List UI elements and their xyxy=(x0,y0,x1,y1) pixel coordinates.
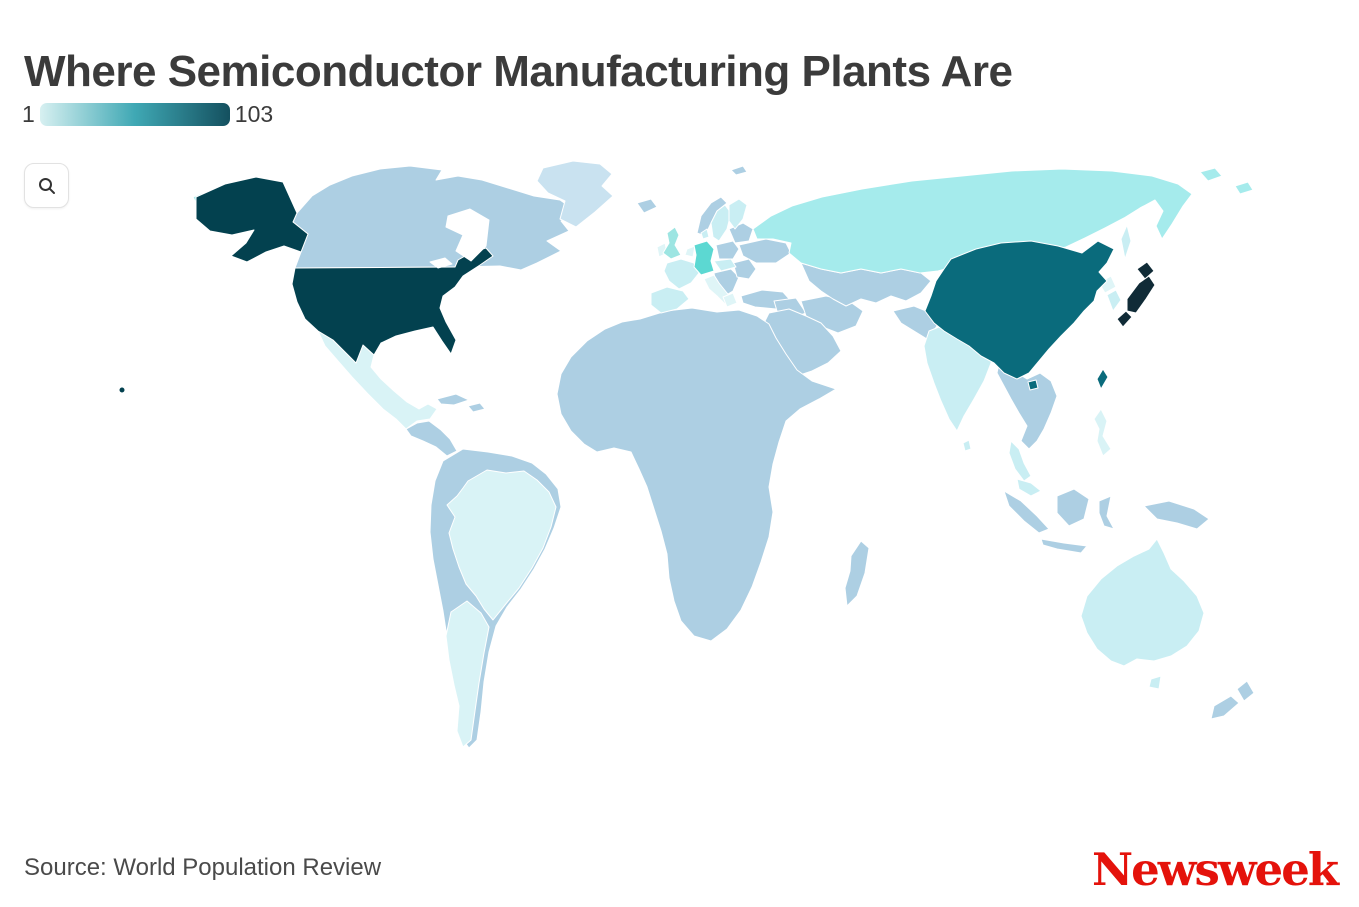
color-legend: 1 103 xyxy=(22,101,273,128)
country-canada[interactable] xyxy=(292,165,578,271)
island-honshu[interactable] xyxy=(1126,275,1156,314)
country-cuba[interactable] xyxy=(436,393,470,406)
water-overlays xyxy=(429,208,490,269)
legend-gradient-bar xyxy=(39,103,230,126)
region-central-america[interactable] xyxy=(405,420,458,457)
state-hawaii[interactable] xyxy=(118,386,126,394)
continent-africa[interactable] xyxy=(556,307,837,642)
island-hokkaido[interactable] xyxy=(1136,261,1155,280)
island-borneo[interactable] xyxy=(1056,488,1090,527)
great-lakes-water xyxy=(429,257,453,269)
island-sakhalin[interactable] xyxy=(1120,224,1132,260)
countries-greenland-group[interactable] xyxy=(536,160,614,228)
countries-china-group[interactable] xyxy=(924,240,1115,391)
country-france[interactable] xyxy=(663,258,700,290)
country-china[interactable] xyxy=(924,240,1115,380)
state-alaska[interactable] xyxy=(195,176,309,263)
country-new-zealand-north[interactable] xyxy=(1236,680,1255,702)
country-greenland[interactable] xyxy=(536,160,614,228)
page-title: Where Semiconductor Manufacturing Plants… xyxy=(24,47,1013,97)
island-sumatra[interactable] xyxy=(1003,490,1050,534)
country-ukraine[interactable] xyxy=(738,238,792,264)
countries-usa-group[interactable] xyxy=(118,176,494,394)
country-argentina[interactable] xyxy=(445,600,490,748)
countries-russia-group[interactable] xyxy=(192,167,1254,274)
island-hainan[interactable] xyxy=(1027,379,1039,391)
country-romania-bulgaria[interactable] xyxy=(732,258,757,280)
country-new-zealand-south[interactable] xyxy=(1210,695,1240,720)
island-tasmania[interactable] xyxy=(1148,675,1162,690)
country-germany[interactable] xyxy=(693,240,715,276)
countries-germany-group[interactable] xyxy=(693,240,715,276)
island-java[interactable] xyxy=(1040,538,1088,554)
legend-max-label: 103 xyxy=(234,101,274,127)
source-note: Source: World Population Review xyxy=(24,854,382,881)
island-new-guinea[interactable] xyxy=(1143,500,1210,530)
country-united-kingdom[interactable] xyxy=(662,226,682,260)
country-usa-mainland[interactable] xyxy=(291,247,494,364)
country-denmark[interactable] xyxy=(700,228,710,240)
country-benelux[interactable] xyxy=(684,245,696,258)
countries-japan-group[interactable] xyxy=(1116,261,1156,328)
country-malaysia[interactable] xyxy=(1016,478,1042,497)
newsweek-logo[interactable]: Newsweek xyxy=(1091,843,1339,896)
country-russia[interactable] xyxy=(752,168,1193,274)
country-south-korea[interactable] xyxy=(1106,289,1122,312)
island-wrangel[interactable] xyxy=(1199,167,1223,182)
country-brazil[interactable] xyxy=(446,469,557,621)
country-australia[interactable] xyxy=(1080,538,1205,667)
country-sri-lanka[interactable] xyxy=(962,439,972,452)
country-iceland[interactable] xyxy=(636,198,658,214)
country-spain[interactable] xyxy=(650,286,690,314)
magnifier-icon xyxy=(38,177,55,194)
island-sulawesi[interactable] xyxy=(1098,495,1115,530)
country-madagascar[interactable] xyxy=(844,540,870,607)
country-finland[interactable] xyxy=(728,198,748,230)
region-thai-peninsula[interactable] xyxy=(1008,440,1032,482)
countries-lightest-tier[interactable] xyxy=(656,242,1117,308)
hudson-bay-water xyxy=(445,208,490,262)
region-indochina[interactable] xyxy=(996,362,1058,450)
legend-min-label: 1 xyxy=(22,101,35,127)
island-chukotka-wrap[interactable] xyxy=(1234,181,1254,195)
map-zoom-button[interactable] xyxy=(24,163,69,208)
country-hispaniola[interactable] xyxy=(467,402,486,413)
country-svalbard[interactable] xyxy=(730,165,748,176)
country-poland[interactable] xyxy=(715,240,740,260)
country-taiwan[interactable] xyxy=(1096,368,1109,390)
countries-uk-group[interactable] xyxy=(662,226,682,260)
country-greece[interactable] xyxy=(722,292,738,308)
country-north-korea[interactable] xyxy=(1098,275,1117,294)
island-kyushu[interactable] xyxy=(1116,310,1133,328)
country-austria-czechia[interactable] xyxy=(713,258,737,272)
country-philippines[interactable] xyxy=(1093,408,1112,457)
